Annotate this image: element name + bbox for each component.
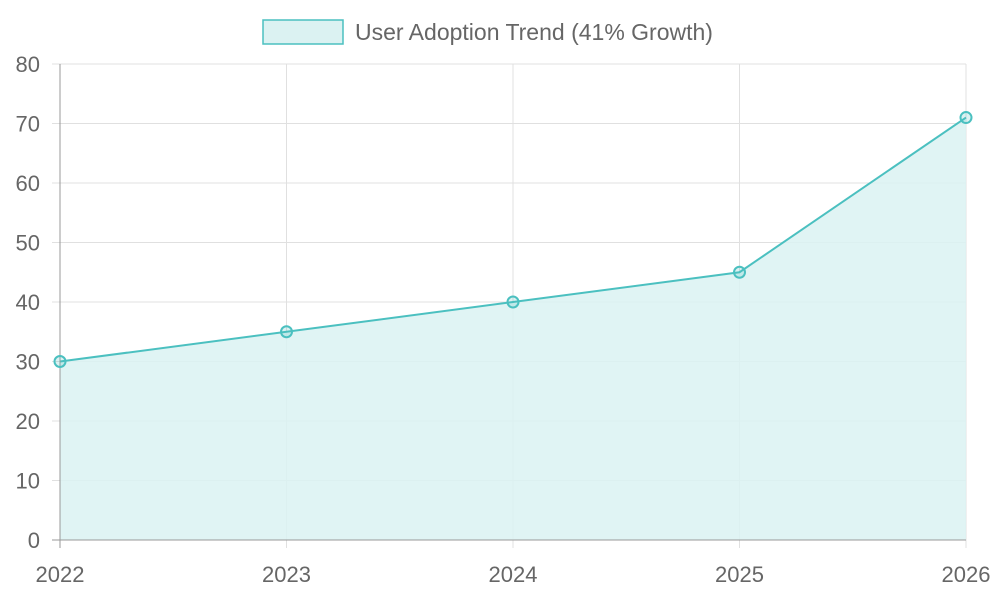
y-tick-label: 70 [16,112,40,137]
axes: 0 10 20 30 40 50 60 70 80 2022 2023 2024 2025 2026 [16,52,991,587]
data-point[interactable] [280,325,293,339]
series-area [59,116,967,541]
data-point[interactable] [53,355,67,368]
x-tick-label: 2024 [489,562,538,587]
y-tick-label: 80 [16,52,40,77]
y-tick-label: 30 [16,350,40,375]
data-point[interactable] [959,111,973,125]
series-line [59,116,967,363]
legend-swatch[interactable] [262,19,344,45]
y-tick-label: 20 [16,409,40,434]
data-point[interactable] [733,265,746,279]
data-point[interactable] [506,295,520,309]
y-tick-label: 0 [28,528,40,553]
y-tick-label: 50 [16,231,40,256]
area-fill [60,117,966,541]
y-tick-label: 60 [16,171,40,196]
y-tick-label: 10 [16,469,40,494]
x-tick-label: 2026 [942,562,991,587]
legend[interactable]: User Adoption Trend (41% Growth) [262,19,713,45]
x-tick-label: 2023 [262,562,311,587]
y-tick-label: 40 [16,290,40,315]
legend-label[interactable]: User Adoption Trend (41% Growth) [355,19,713,45]
data-points [53,111,973,368]
x-tick-label: 2025 [715,562,764,587]
x-tick-label: 2022 [36,562,85,587]
